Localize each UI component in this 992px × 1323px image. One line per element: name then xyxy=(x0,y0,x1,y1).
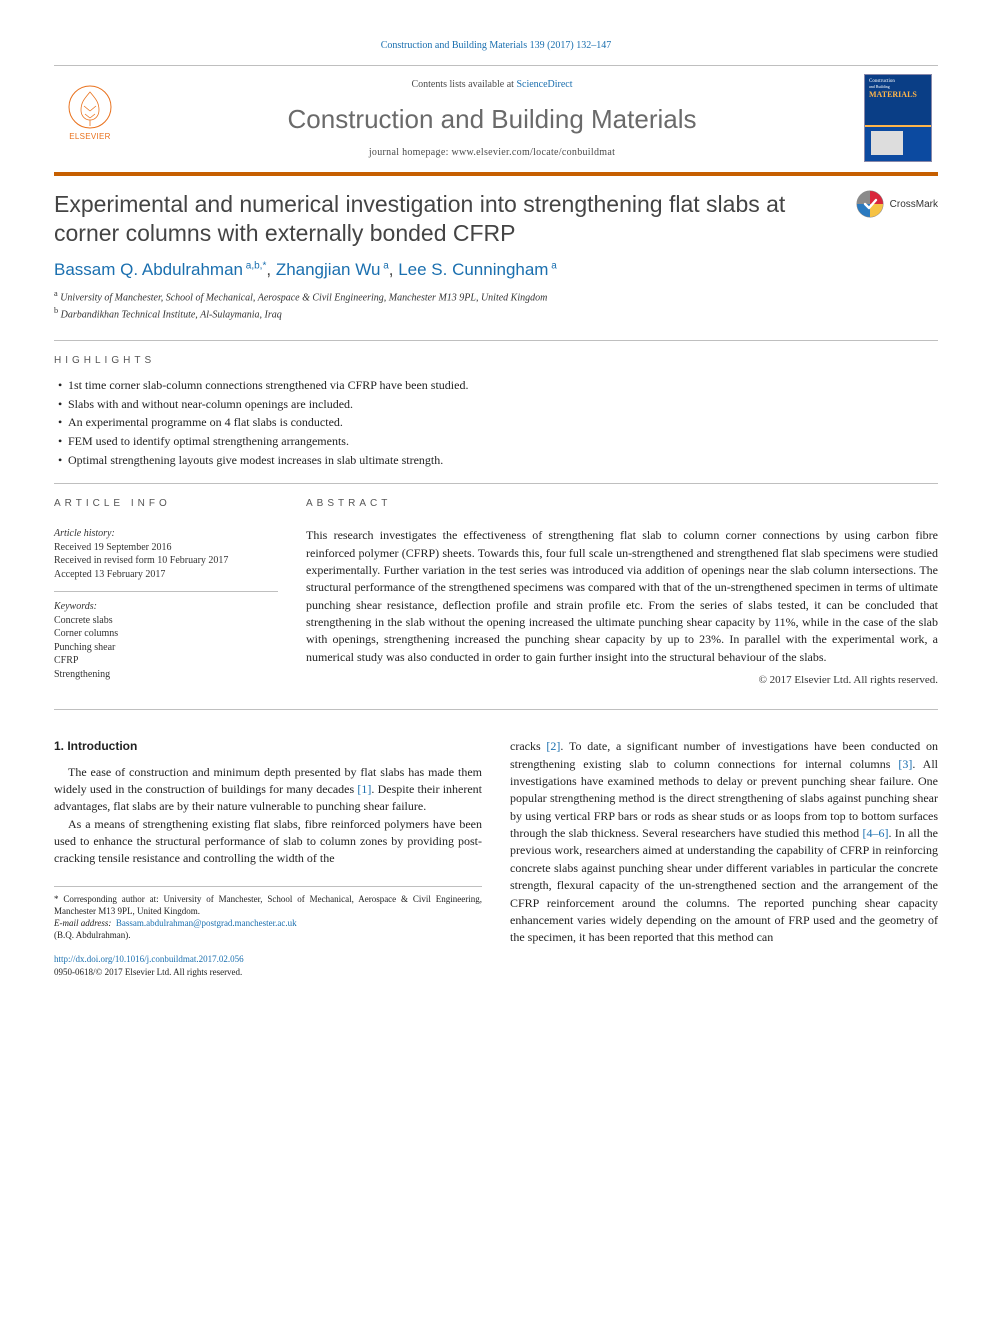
copyright-line: © 2017 Elsevier Ltd. All rights reserved… xyxy=(306,674,938,686)
keyword-item: Punching shear xyxy=(54,641,278,655)
journal-name: Construction and Building Materials xyxy=(120,104,864,135)
affiliation-b: Darbandikhan Technical Institute, Al-Sul… xyxy=(61,309,282,320)
sciencedirect-link[interactable]: ScienceDirect xyxy=(516,79,572,90)
email-label: E-mail address: xyxy=(54,918,111,928)
corresponding-label: * Corresponding author at: xyxy=(54,894,163,904)
journal-homepage-line: journal homepage: www.elsevier.com/locat… xyxy=(120,147,864,158)
crossmark-icon xyxy=(856,190,884,218)
affiliation-a: University of Manchester, School of Mech… xyxy=(60,292,547,303)
highlights-label: HIGHLIGHTS xyxy=(54,355,938,366)
author-3-aff: a xyxy=(551,260,557,271)
elsevier-logo: ELSEVIER xyxy=(60,84,120,152)
keyword-item: CFRP xyxy=(54,654,278,668)
elsevier-tree-icon xyxy=(67,84,113,130)
ref-link-3[interactable]: [3] xyxy=(898,757,912,771)
history-revised: Received in revised form 10 February 201… xyxy=(54,554,278,568)
masthead-container: ELSEVIER Contents lists available at Sci… xyxy=(54,65,938,176)
footnotes: * Corresponding author at: University of… xyxy=(54,886,482,942)
history-accepted: Accepted 13 February 2017 xyxy=(54,568,278,582)
keyword-item: Corner columns xyxy=(54,627,278,641)
intro-paragraph-1: The ease of construction and minimum dep… xyxy=(54,764,482,816)
history-label: Article history: xyxy=(54,527,278,541)
author-3-name[interactable]: Lee S. Cunningham xyxy=(398,260,548,279)
intro-heading: 1. Introduction xyxy=(54,738,482,755)
author-1-corr-star: * xyxy=(262,260,266,271)
history-received: Received 19 September 2016 xyxy=(54,541,278,555)
highlight-item: An experimental programme on 4 flat slab… xyxy=(58,413,938,432)
author-1-name[interactable]: Bassam Q. Abdulrahman xyxy=(54,260,243,279)
highlight-item: FEM used to identify optimal strengtheni… xyxy=(58,432,938,451)
highlight-item: Optimal strengthening layouts give modes… xyxy=(58,451,938,470)
doi-link[interactable]: http://dx.doi.org/10.1016/j.conbuildmat.… xyxy=(54,954,244,964)
homepage-url: www.elsevier.com/locate/conbuildmat xyxy=(451,147,615,158)
doi-block: http://dx.doi.org/10.1016/j.conbuildmat.… xyxy=(54,953,482,977)
authors-line: Bassam Q. Abdulrahman a,b,*, Zhangjian W… xyxy=(54,260,938,280)
body-two-column: 1. Introduction The ease of construction… xyxy=(54,738,938,978)
issn-copyright-line: 0950-0618/© 2017 Elsevier Ltd. All right… xyxy=(54,966,482,978)
intro-paragraph-2: As a means of strengthening existing fla… xyxy=(54,816,482,868)
article-title: Experimental and numerical investigation… xyxy=(54,190,824,248)
citation-header: Construction and Building Materials 139 … xyxy=(54,40,938,51)
author-1-aff: a,b, xyxy=(246,260,263,271)
ref-link-4-6[interactable]: [4–6] xyxy=(862,826,888,840)
contents-prefix: Contents lists available at xyxy=(411,79,516,90)
author-2-name[interactable]: Zhangjian Wu xyxy=(276,260,381,279)
cover-big: MATERIALS xyxy=(869,90,927,99)
ref-link-1[interactable]: [1] xyxy=(357,782,371,796)
corresponding-email-link[interactable]: Bassam.abdulrahman@postgrad.manchester.a… xyxy=(116,918,297,928)
crossmark-badge[interactable]: CrossMark xyxy=(856,190,938,218)
keywords-block: Keywords: Concrete slabs Corner columns … xyxy=(54,592,278,691)
abstract-text: This research investigates the effective… xyxy=(306,519,938,666)
highlights-list: 1st time corner slab-column connections … xyxy=(54,376,938,469)
body-col-right: cracks [2]. To date, a significant numbe… xyxy=(510,738,938,978)
ref-link-2[interactable]: [2] xyxy=(546,739,560,753)
abstract-label: ABSTRACT xyxy=(306,498,938,509)
journal-cover-thumbnail: Construction and Building MATERIALS xyxy=(864,74,932,162)
keyword-item: Strengthening xyxy=(54,668,278,682)
homepage-prefix: journal homepage: xyxy=(369,147,452,158)
email-attribution: (B.Q. Abdulrahman). xyxy=(54,929,482,941)
contents-lists-line: Contents lists available at ScienceDirec… xyxy=(120,79,864,90)
cover-line2: and Building xyxy=(869,84,927,89)
article-history-block: Article history: Received 19 September 2… xyxy=(54,519,278,592)
affiliations: a University of Manchester, School of Me… xyxy=(54,288,938,323)
intro-paragraph-continued: cracks [2]. To date, a significant numbe… xyxy=(510,738,938,947)
crossmark-label: CrossMark xyxy=(890,199,938,210)
keywords-label: Keywords: xyxy=(54,600,278,614)
body-col-left: 1. Introduction The ease of construction… xyxy=(54,738,482,978)
elsevier-logo-text: ELSEVIER xyxy=(69,132,111,141)
highlight-item: 1st time corner slab-column connections … xyxy=(58,376,938,395)
article-info-label: ARTICLE INFO xyxy=(54,498,278,509)
highlight-item: Slabs with and without near-column openi… xyxy=(58,395,938,414)
author-2-aff: a xyxy=(383,260,389,271)
keyword-item: Concrete slabs xyxy=(54,614,278,628)
